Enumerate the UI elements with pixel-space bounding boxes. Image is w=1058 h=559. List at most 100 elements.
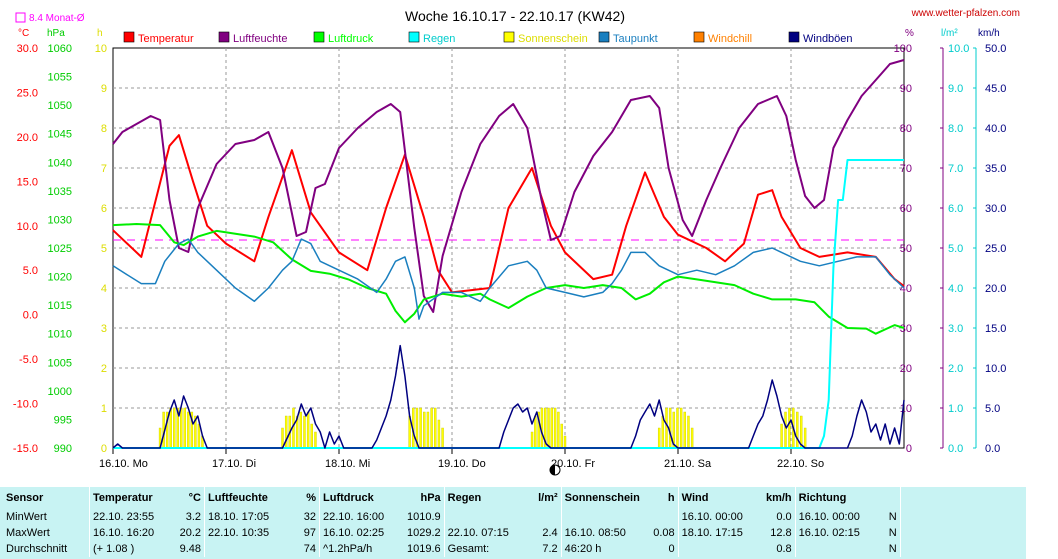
wind-tick-label: 5.0: [985, 403, 1000, 415]
table-cell: 22.10. 07:15: [443, 525, 529, 541]
weather-chart: Woche 16.10.17 - 22.10.17 (KW42) www.wet…: [12, 8, 1020, 476]
wind-tick-label: 15.0: [985, 323, 1006, 335]
wind-tick-label: 30.0: [985, 203, 1006, 215]
pressure-unit-label: hPa: [47, 28, 65, 39]
table-cell: N: [888, 511, 897, 523]
website-link[interactable]: www.wetter-pfalzen.com: [911, 8, 1020, 19]
table-row-min: MinWert 22.10. 23:55 3.2 18.10. 17:05 32…: [0, 509, 1026, 525]
sunshine-bar: [310, 423, 313, 449]
legend-label: Luftdruck: [328, 33, 374, 45]
sunshine-bar: [560, 423, 563, 449]
sunshine-bar: [169, 407, 172, 449]
table-cell: Durchschnitt: [6, 543, 68, 555]
sunshine-bar: [657, 427, 661, 449]
legend-swatch: [788, 31, 800, 43]
header-pressure-unit: hPa: [420, 492, 441, 504]
sunshine-unit-label: h: [97, 28, 103, 39]
x-tick-label: 18.10. Mi: [325, 458, 370, 470]
pressure-tick-label: 1055: [48, 72, 72, 84]
header-humidity: Luftfeuchte: [204, 487, 289, 509]
sunshine-bar: [665, 407, 668, 449]
table-cell: [648, 509, 679, 525]
header-spacer: [899, 487, 1026, 509]
temperature-unit-label: °C: [18, 28, 29, 39]
x-axis: 16.10. Mo 17.10. Di 18.10. Mi 19.10. Do 20.1…: [99, 448, 824, 470]
sunshine-bar: [423, 411, 426, 449]
humidity-tick-label: 20: [900, 363, 912, 375]
table-cell: ^1.2hPa/h: [319, 541, 404, 557]
rain-tick-label: 8.0: [948, 123, 963, 135]
series-line-temperatur: [112, 134, 905, 294]
sunshine-bar: [780, 423, 783, 449]
x-tick-label: 16.10. Mo: [99, 458, 148, 470]
average-legend-box: [15, 12, 26, 23]
table-spacer: [899, 509, 1026, 525]
legend-label: Windböen: [803, 33, 853, 45]
pressure-tick-label: 1030: [48, 214, 72, 226]
temperature-tick-label: -5.0: [19, 354, 38, 366]
rain-tick-label: 10.0: [948, 43, 969, 55]
humidity-tick-label: 90: [900, 83, 912, 95]
sunshine-bar: [187, 411, 190, 449]
sunshine-bar: [306, 411, 310, 449]
table-cell: [443, 509, 529, 525]
header-rain: Regen: [443, 487, 529, 509]
data-series: [112, 59, 905, 449]
sunshine-bar: [426, 411, 430, 449]
table-cell: N: [888, 527, 897, 539]
rain-tick-label: 1.0: [948, 403, 963, 415]
sunshine-bar: [183, 407, 187, 449]
table-cell: [529, 509, 562, 525]
wind-tick-label: 0.0: [985, 443, 1000, 455]
header-direction: Richtung: [794, 487, 882, 509]
table-cell: 0: [668, 543, 675, 555]
header-direction-unit: [882, 487, 901, 509]
table-cell: N: [888, 543, 897, 555]
sunshine-bar: [534, 415, 537, 449]
sunshine-tick-label: 1: [101, 403, 107, 415]
table-cell: 1019.6: [407, 543, 441, 555]
sunshine-tick-label: 2: [101, 363, 107, 375]
sunshine-bar: [419, 407, 422, 449]
temperature-tick-label: 10.0: [17, 221, 38, 233]
sunshine-bar: [299, 411, 303, 449]
rain-tick-label: 7.0: [948, 163, 963, 175]
header-wind: Wind: [677, 487, 763, 509]
table-cell: 16.10. 02:25: [319, 525, 404, 541]
humidity-tick-label: 0: [906, 443, 912, 455]
table-cell: 22.10. 16:00: [319, 509, 404, 525]
moon-phase-icon: [549, 464, 561, 476]
legend-swatch: [313, 31, 325, 43]
header-sensor: Sensor: [6, 492, 44, 504]
x-tick-label: 21.10. Sa: [664, 458, 712, 470]
series-line-luftdruck: [112, 223, 905, 335]
wind-tick-label: 10.0: [985, 363, 1006, 375]
sunshine-bar: [437, 419, 441, 449]
sunshine-bar: [788, 407, 791, 449]
pressure-tick-label: 990: [54, 443, 72, 455]
temperature-tick-label: -10.0: [13, 399, 38, 411]
sunshine-tick-label: 8: [101, 123, 107, 135]
sunshine-bar: [690, 427, 694, 449]
pressure-tick-label: 1035: [48, 186, 72, 198]
x-tick-label: 19.10. Do: [438, 458, 486, 470]
sunshine-bar: [197, 423, 201, 449]
rain-tick-label: 9.0: [948, 83, 963, 95]
rain-tick-label: 0.0: [948, 443, 963, 455]
table-cell: [794, 541, 882, 557]
header-temperature: Temperatur: [89, 487, 174, 509]
table-cell: 1029.2: [407, 527, 441, 539]
table-cell: 18.10. 17:05: [204, 509, 289, 525]
sunshine-bar: [547, 407, 550, 449]
sunshine-bar: [314, 431, 317, 449]
wind-tick-label: 40.0: [985, 123, 1006, 135]
sunshine-bar: [303, 415, 306, 449]
sunshine-tick-label: 9: [101, 83, 107, 95]
pressure-tick-label: 995: [54, 414, 72, 426]
wind-unit-label: km/h: [978, 28, 1000, 39]
x-tick-label: 17.10. Di: [212, 458, 256, 470]
sunshine-bar: [430, 407, 433, 449]
sunshine-bar: [550, 407, 554, 449]
temperature-tick-label: 15.0: [17, 176, 38, 188]
chart-title: Woche 16.10.17 - 22.10.17 (KW42): [405, 8, 625, 24]
